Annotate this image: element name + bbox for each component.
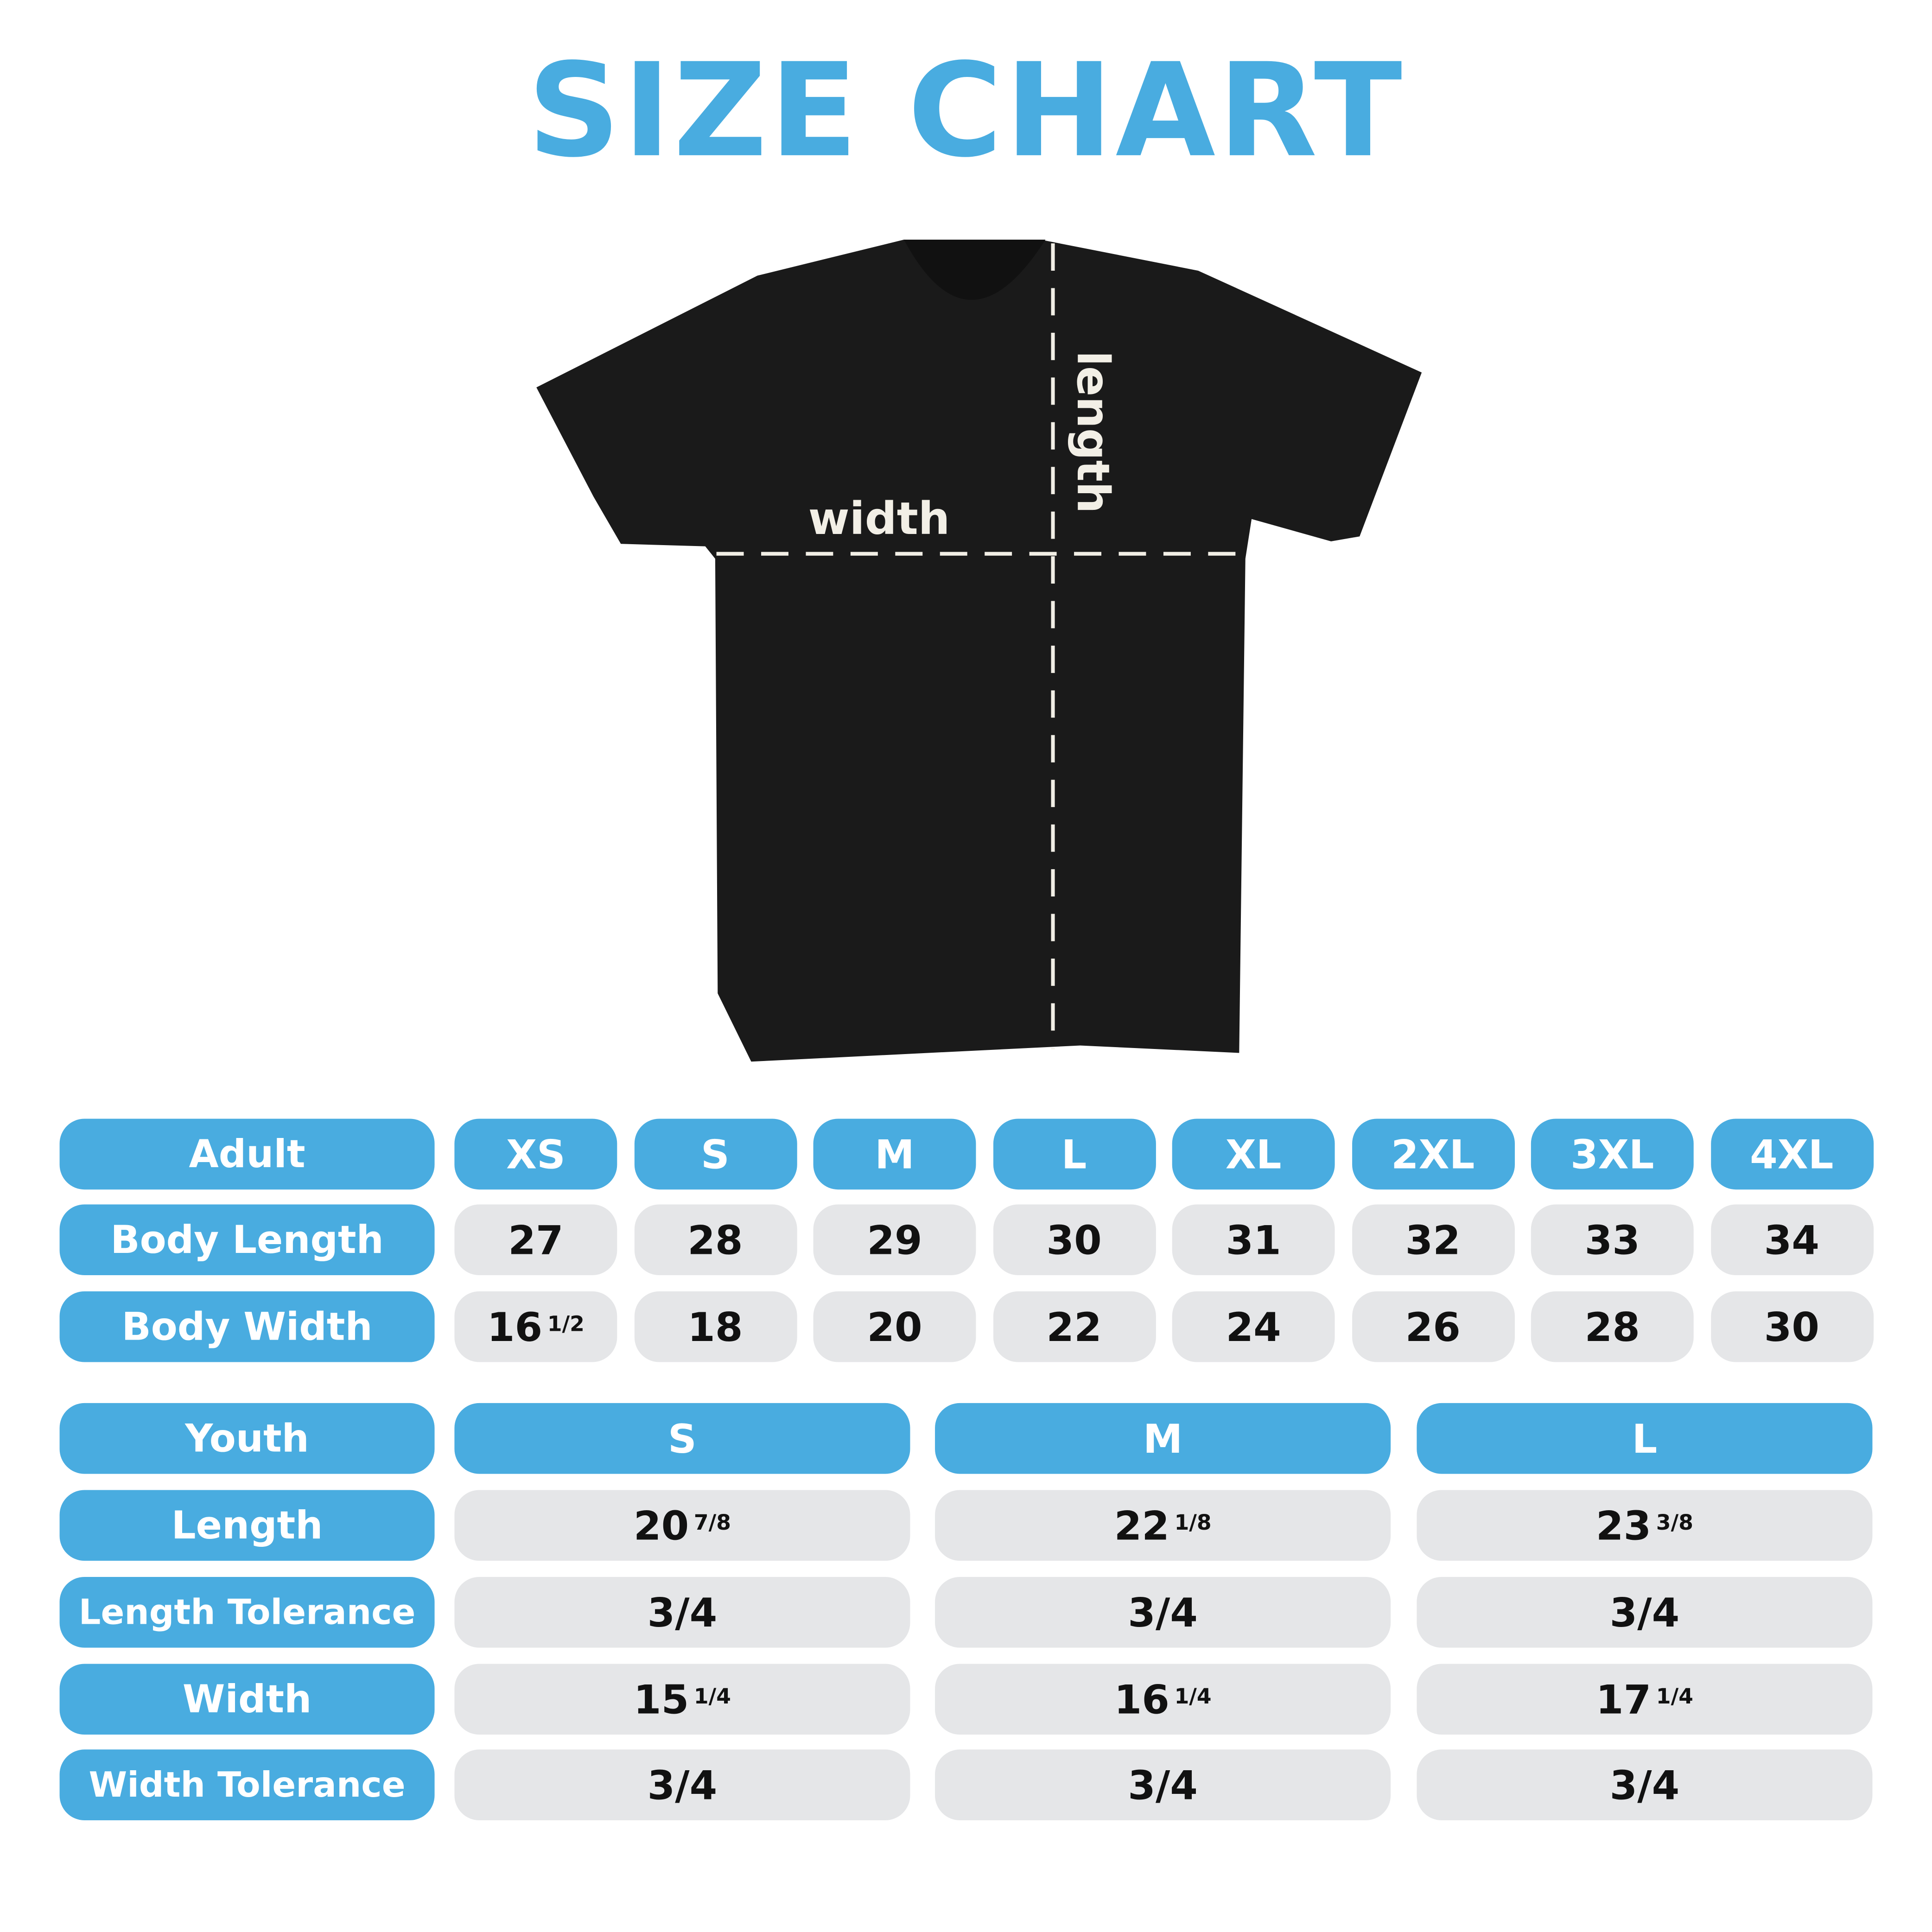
value-fraction: 7/8 [693,1510,731,1536]
value-whole: 23 [1595,1501,1652,1549]
value-whole: 28 [687,1216,743,1264]
tshirt-collar [904,239,1046,300]
adult-value-cell: 29 [813,1204,976,1276]
value-whole: 3/4 [647,1761,718,1809]
value-whole: 31 [1226,1216,1281,1264]
tshirt-shape [536,239,1422,1062]
adult-size-header: M [813,1119,976,1190]
value-whole: 17 [1595,1675,1652,1723]
value-whole: 22 [1046,1303,1102,1351]
tshirt-illustration: width length [536,239,1422,1062]
value-fraction: 3/8 [1656,1510,1693,1536]
width-label: width [808,492,950,545]
value-whole: 15 [633,1675,689,1723]
adult-value-cell: 32 [1351,1204,1514,1276]
value-whole: 33 [1584,1216,1640,1264]
value-fraction: 1/8 [1174,1510,1212,1536]
adult-size-header: XS [454,1119,617,1190]
value-whole: 16 [487,1303,543,1351]
youth-row-label: Length [59,1490,435,1561]
youth-size-header: M [935,1403,1391,1474]
youth-value-cell: 20 7/8 [454,1490,910,1561]
adult-value-cell: 16 1/2 [454,1291,617,1362]
adult-size-header: L [992,1119,1156,1190]
adult-value-cell: 24 [1172,1291,1335,1362]
value-whole: 20 [633,1501,689,1549]
youth-value-cell: 3/4 [935,1576,1391,1648]
value-whole: 3/4 [647,1589,718,1636]
value-whole: 22 [1114,1501,1169,1549]
adult-value-cell: 33 [1531,1204,1694,1276]
youth-value-cell: 3/4 [1417,1576,1873,1648]
value-whole: 28 [1584,1303,1640,1351]
value-whole: 3/4 [1609,1589,1680,1636]
youth-header: Youth [59,1403,435,1474]
value-fraction: 1/2 [547,1312,585,1337]
youth-value-cell: 17 1/4 [1417,1664,1873,1735]
value-whole: 30 [1046,1216,1102,1264]
adult-value-cell: 31 [1172,1204,1335,1276]
youth-value-cell: 16 1/4 [935,1664,1391,1735]
value-whole: 34 [1764,1216,1820,1264]
value-whole: 3/4 [1609,1761,1680,1809]
youth-value-cell: 23 3/8 [1417,1490,1873,1561]
value-whole: 27 [508,1216,564,1264]
value-whole: 18 [687,1303,743,1351]
youth-row-label: Length Tolerance [59,1576,435,1648]
adult-size-header: 4XL [1710,1119,1873,1190]
value-fraction: 1/4 [1656,1684,1693,1710]
youth-value-cell: 15 1/4 [454,1664,910,1735]
youth-size-header: L [1417,1403,1873,1474]
value-whole: 3/4 [1128,1589,1198,1636]
youth-value-cell: 3/4 [454,1749,910,1820]
adult-value-cell: 26 [1351,1291,1514,1362]
value-whole: 16 [1114,1675,1169,1723]
adult-size-header: XL [1172,1119,1335,1190]
adult-value-cell: 18 [634,1291,797,1362]
youth-size-header: S [454,1403,910,1474]
adult-value-cell: 20 [813,1291,976,1362]
value-fraction: 1/4 [1174,1684,1212,1710]
youth-value-cell: 22 1/8 [935,1490,1391,1561]
adult-size-header: 2XL [1351,1119,1514,1190]
value-whole: 26 [1405,1303,1461,1351]
youth-row-label: Width Tolerance [59,1749,435,1820]
adult-size-header: S [634,1119,797,1190]
youth-value-cell: 3/4 [454,1576,910,1648]
value-whole: 29 [867,1216,922,1264]
adult-value-cell: 28 [1531,1291,1694,1362]
youth-row-label: Width [59,1664,435,1735]
adult-value-cell: 30 [1710,1291,1873,1362]
adult-value-cell: 30 [992,1204,1156,1276]
value-whole: 3/4 [1128,1761,1198,1809]
youth-value-cell: 3/4 [935,1749,1391,1820]
youth-value-cell: 3/4 [1417,1749,1873,1820]
adult-value-cell: 28 [634,1204,797,1276]
value-whole: 24 [1226,1303,1281,1351]
adult-header: Adult [59,1119,435,1190]
length-label: length [1067,351,1119,514]
adult-value-cell: 34 [1710,1204,1873,1276]
adult-value-cell: 27 [454,1204,617,1276]
adult-size-header: 3XL [1531,1119,1694,1190]
page-title: SIZE CHART [527,35,1405,186]
value-whole: 30 [1764,1303,1820,1351]
adult-row-label: Body Length [59,1204,435,1276]
adult-value-cell: 22 [992,1291,1156,1362]
value-fraction: 1/4 [693,1684,731,1710]
adult-row-label: Body Width [59,1291,435,1362]
value-whole: 32 [1405,1216,1461,1264]
value-whole: 20 [867,1303,922,1351]
